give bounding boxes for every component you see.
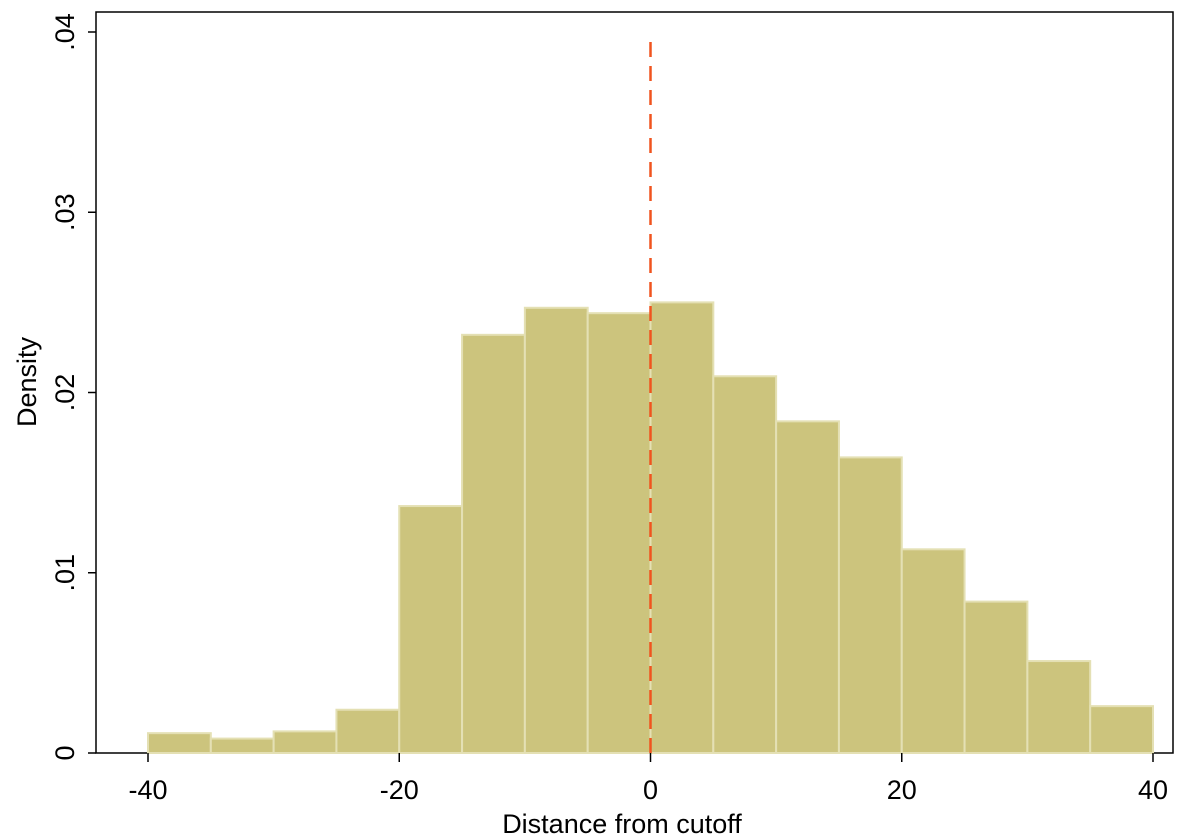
histogram-bar [209,737,275,755]
x-tick-label: 0 [643,775,658,805]
y-axis-title: Density [12,336,42,427]
x-axis: -40 -20 0 20 40 [128,753,1168,805]
histogram-bar [335,708,401,754]
y-tick-label: .03 [50,193,80,231]
x-tick-label: -40 [128,775,167,805]
histogram-bar [900,548,966,754]
x-tick-label: 40 [1138,775,1168,805]
histogram-bar [649,301,715,754]
y-tick-label: .02 [50,374,80,412]
histogram-bar [837,456,903,754]
histogram-bar [398,505,464,754]
histogram-bar [586,312,652,754]
x-tick-label: -20 [380,775,419,805]
histogram-bar [963,600,1029,755]
histogram-bar [272,730,338,754]
histogram-bar [147,732,212,754]
histogram-bar [1026,660,1092,755]
y-tick-label: .04 [50,13,80,51]
x-tick-label: 20 [887,775,917,805]
histogram-bar [523,306,589,754]
histogram-bar [461,333,526,754]
y-tick-label: .01 [50,554,80,592]
bars-group [147,301,1154,755]
y-axis: 0 .01 .02 .03 .04 [50,13,96,761]
histogram-bar [1089,705,1154,755]
histogram-bar [775,420,840,754]
y-tick-label: 0 [50,745,80,760]
histogram-bar [712,375,778,754]
x-axis-title: Distance from cutoff [502,809,742,838]
